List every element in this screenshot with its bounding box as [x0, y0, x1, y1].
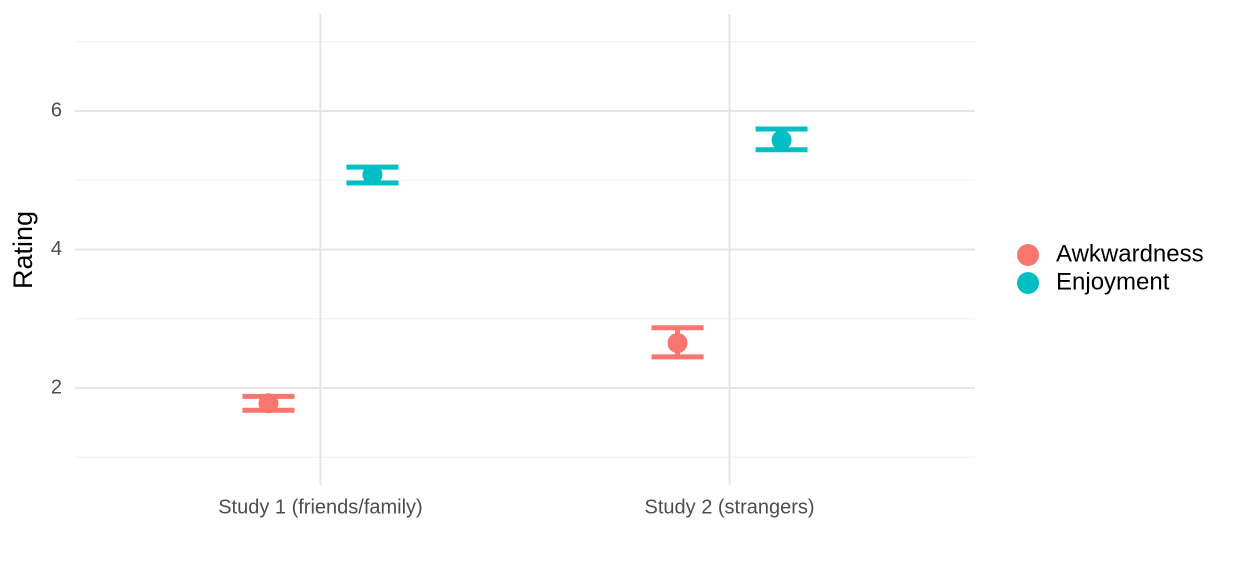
- mean-point: [258, 393, 279, 414]
- mean-point: [771, 130, 792, 151]
- mean-point: [667, 333, 688, 354]
- y-tick-label: 6: [51, 99, 62, 121]
- y-tick-label: 4: [51, 238, 62, 260]
- mean-point: [362, 164, 383, 185]
- x-tick-label: Study 1 (friends/family): [218, 496, 423, 518]
- legend-key: [1017, 272, 1039, 294]
- y-tick-label: 2: [51, 376, 62, 398]
- legend-label: Enjoyment: [1056, 268, 1170, 295]
- legend-label: Awkwardness: [1056, 240, 1204, 267]
- x-tick-label: Study 2 (strangers): [645, 496, 815, 518]
- legend-key: [1017, 244, 1039, 266]
- y-axis-label: Rating: [8, 211, 38, 289]
